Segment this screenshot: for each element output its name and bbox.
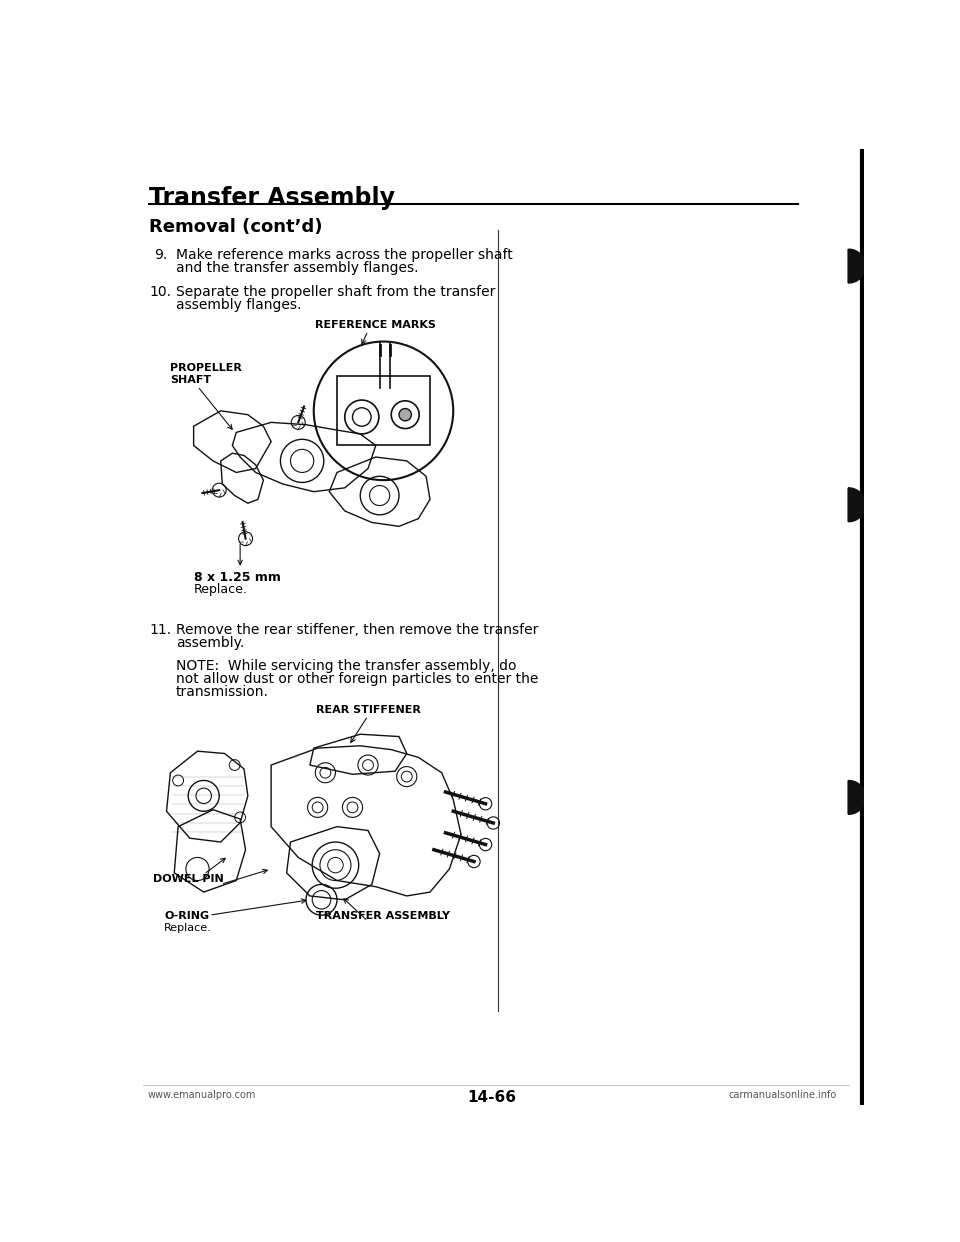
Text: 8 x 1.25 mm: 8 x 1.25 mm xyxy=(194,571,280,584)
Text: Remove the rear stiffener, then remove the transfer: Remove the rear stiffener, then remove t… xyxy=(176,622,539,637)
Text: Make reference marks across the propeller shaft: Make reference marks across the propelle… xyxy=(176,247,513,262)
Polygon shape xyxy=(849,780,866,815)
Text: Replace.: Replace. xyxy=(164,923,212,933)
Text: DOWEL PIN: DOWEL PIN xyxy=(153,874,224,884)
Text: REAR STIFFENER: REAR STIFFENER xyxy=(316,705,420,715)
Text: 14-66: 14-66 xyxy=(468,1090,516,1105)
Text: REFERENCE MARKS: REFERENCE MARKS xyxy=(315,320,436,330)
Text: carmanualsonline.info: carmanualsonline.info xyxy=(729,1090,837,1100)
Polygon shape xyxy=(849,250,866,283)
Text: 11.: 11. xyxy=(150,622,172,637)
Text: transmission.: transmission. xyxy=(176,684,269,699)
Text: Replace.: Replace. xyxy=(194,584,248,596)
Text: 10.: 10. xyxy=(150,284,172,298)
Text: 9.: 9. xyxy=(155,247,167,262)
Text: assembly flanges.: assembly flanges. xyxy=(176,298,301,312)
Text: www.emanualpro.com: www.emanualpro.com xyxy=(147,1090,255,1100)
Text: Transfer Assembly: Transfer Assembly xyxy=(150,186,396,210)
Text: Separate the propeller shaft from the transfer: Separate the propeller shaft from the tr… xyxy=(176,284,495,298)
Circle shape xyxy=(399,409,412,421)
Polygon shape xyxy=(849,488,866,522)
Text: O-RING: O-RING xyxy=(164,912,209,922)
Text: TRANSFER ASSEMBLY: TRANSFER ASSEMBLY xyxy=(317,912,450,922)
Text: PROPELLER
SHAFT: PROPELLER SHAFT xyxy=(170,363,242,385)
Text: NOTE:  While servicing the transfer assembly, do: NOTE: While servicing the transfer assem… xyxy=(176,658,516,673)
Text: assembly.: assembly. xyxy=(176,636,244,650)
Text: and the transfer assembly flanges.: and the transfer assembly flanges. xyxy=(176,261,419,274)
Text: not allow dust or other foreign particles to enter the: not allow dust or other foreign particle… xyxy=(176,672,539,686)
Bar xyxy=(337,376,430,446)
Text: Removal (cont’d): Removal (cont’d) xyxy=(150,219,323,236)
